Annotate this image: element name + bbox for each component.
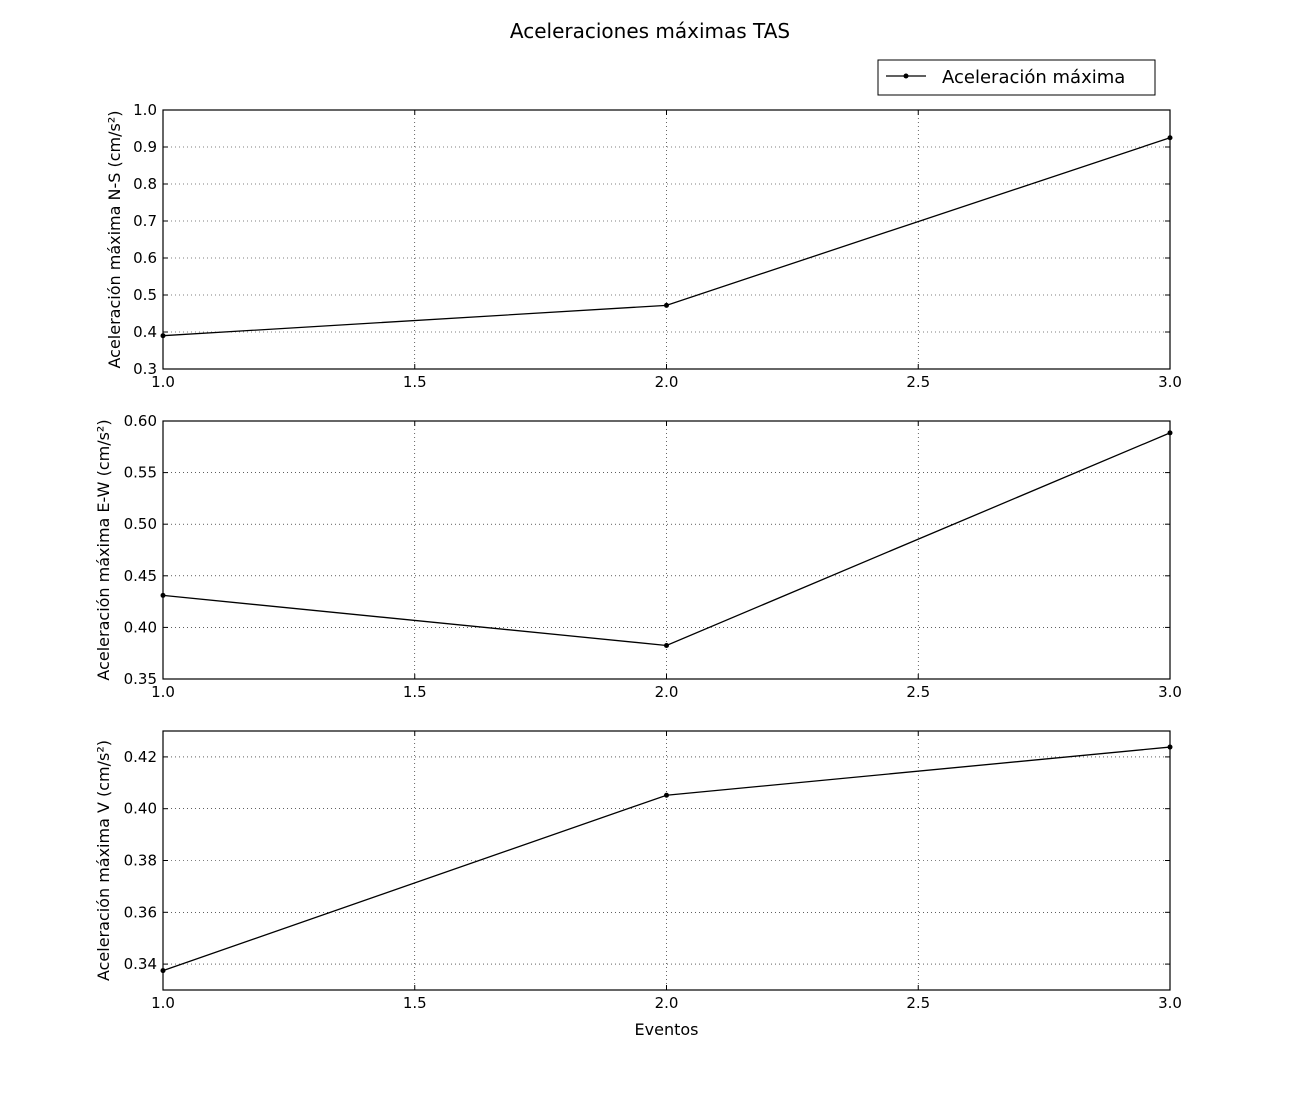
y-tick-label: 0.9 — [133, 138, 157, 156]
axes-frame — [162, 730, 1171, 991]
y-tick-label: 1.0 — [133, 101, 157, 119]
y-tick-label: 0.7 — [133, 212, 157, 230]
x-tick-label: 2.0 — [655, 373, 679, 391]
x-tick-label: 1.0 — [151, 373, 175, 391]
y-tick-label: 0.35 — [124, 670, 157, 688]
x-tick-label: 3.0 — [1158, 373, 1182, 391]
axes-frame — [162, 109, 1171, 370]
y-tick-label: 0.6 — [133, 249, 157, 267]
grid — [162, 420, 1171, 680]
y-tick-label: 0.4 — [133, 323, 157, 341]
subplot-2: 1.0 1.5 2.0 2.5 3.0 0.35 0.40 0.45 0.50 0.55 0.60 A… — [94, 412, 1182, 701]
subplot-3: 1.0 1.5 2.0 2.5 3.0 0.34 0.36 0.38 0.40 0.42 Acele… — [94, 730, 1182, 1039]
y-axis-label: Aceleración máxima N-S (cm/s²) — [105, 110, 124, 368]
y-tick-label: 0.40 — [124, 618, 157, 636]
y-tick-label: 0.50 — [124, 515, 157, 533]
subplot-1: 1.0 1.5 2.0 2.5 3.0 0.3 0.4 0.5 0.6 0.7 0.8 0.9 1.0 A… — [105, 101, 1182, 391]
x-tick-label: 2.5 — [906, 373, 930, 391]
x-tick-label: 1.0 — [151, 994, 175, 1012]
x-tick-label: 2.0 — [655, 683, 679, 701]
y-tick-label: 0.36 — [124, 903, 157, 921]
series-line — [162, 746, 1171, 972]
data-point — [664, 302, 669, 308]
x-tick-label: 2.0 — [655, 994, 679, 1012]
x-tick-label: 2.5 — [906, 683, 930, 701]
legend-marker-sample — [903, 73, 909, 79]
data-point — [664, 642, 669, 648]
y-tick-label: 0.45 — [124, 567, 157, 585]
y-tick-label: 0.38 — [124, 852, 157, 870]
legend: Aceleración máxima — [877, 59, 1156, 96]
grid — [162, 109, 1171, 370]
subplots: 1.0 1.5 2.0 2.5 3.0 0.3 0.4 0.5 0.6 0.7 0.8 0.9 1.0 A… — [94, 101, 1182, 1039]
legend-label: Aceleración máxima — [942, 67, 1125, 88]
y-tick-label: 0.55 — [124, 464, 157, 482]
chart-title: Aceleraciones máximas TAS — [510, 19, 790, 43]
y-tick-label: 0.60 — [124, 412, 157, 430]
y-tick-label: 0.34 — [124, 955, 157, 973]
grid — [162, 731, 1171, 990]
x-tick-label: 3.0 — [1158, 994, 1182, 1012]
y-tick-label: 0.8 — [133, 175, 157, 193]
legend-box — [877, 59, 1156, 96]
x-tick-label: 1.0 — [151, 683, 175, 701]
y-axis-label: Aceleración máxima V (cm/s²) — [94, 740, 113, 981]
x-tick-label: 1.5 — [403, 373, 427, 391]
y-tick-label: 0.42 — [124, 748, 157, 766]
data-point — [664, 792, 669, 798]
x-tick-label: 1.5 — [403, 994, 427, 1012]
y-axis-label: Aceleración máxima E-W (cm/s²) — [94, 419, 113, 680]
x-axis-label: Eventos — [635, 1020, 699, 1039]
y-tick-label: 0.5 — [133, 286, 157, 304]
x-tick-label: 2.5 — [906, 994, 930, 1012]
x-tick-label: 3.0 — [1158, 683, 1182, 701]
y-tick-label: 0.3 — [133, 360, 157, 378]
x-tick-label: 1.5 — [403, 683, 427, 701]
axes-frame — [162, 420, 1171, 680]
y-tick-label: 0.40 — [124, 800, 157, 818]
